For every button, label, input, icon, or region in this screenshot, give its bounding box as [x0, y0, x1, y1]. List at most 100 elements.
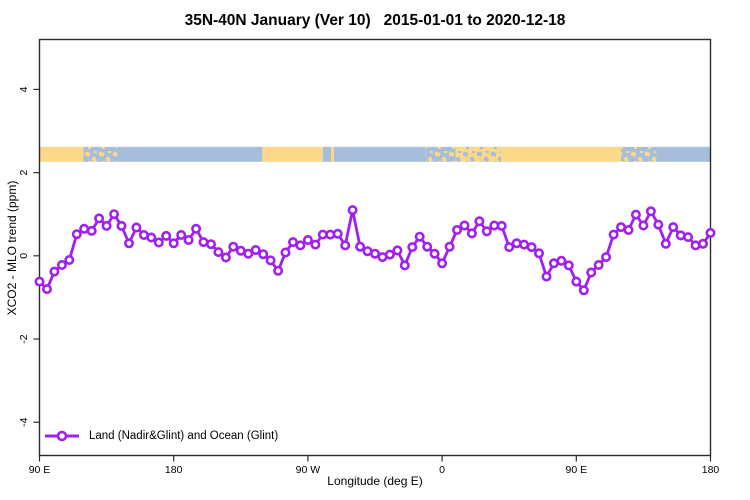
- surface-band-segment: [656, 146, 711, 162]
- chart-title: 35N-40N January (Ver 10) 2015-01-01 to 2…: [184, 12, 566, 29]
- x-tick-label: 90 E: [565, 464, 587, 476]
- data-point: [623, 225, 634, 236]
- data-point: [124, 238, 135, 249]
- data-point: [437, 258, 448, 269]
- data-point: [250, 245, 261, 256]
- data-point: [340, 240, 351, 251]
- data-point: [571, 276, 582, 287]
- data-point: [683, 232, 694, 243]
- data-point: [94, 213, 105, 224]
- data-point: [429, 248, 440, 259]
- data-point: [407, 242, 418, 253]
- plot-frame: [38, 38, 712, 457]
- legend-circle-icon: [56, 430, 68, 442]
- data-point: [302, 235, 313, 246]
- data-point: [49, 266, 60, 277]
- x-tick-label: 180: [702, 464, 720, 476]
- data-point: [310, 239, 321, 250]
- data-point: [586, 267, 597, 278]
- data-point: [56, 259, 67, 270]
- data-point: [466, 228, 477, 239]
- x-tick-label: 90 E: [29, 464, 51, 476]
- data-point: [176, 230, 187, 241]
- data-point: [369, 248, 380, 259]
- data-point: [265, 255, 276, 266]
- x-tick-label: 90 W: [296, 464, 321, 476]
- data-point: [355, 241, 366, 252]
- data-point: [332, 228, 343, 239]
- data-point: [556, 255, 567, 266]
- surface-band-segment: [425, 146, 456, 162]
- data-point: [481, 226, 492, 237]
- data-point: [541, 271, 552, 282]
- data-point: [638, 220, 649, 231]
- data-point: [422, 241, 433, 252]
- x-tick-label: 180: [165, 464, 183, 476]
- data-point: [392, 245, 403, 256]
- data-point: [243, 248, 254, 259]
- surface-band-segment: [39, 146, 84, 162]
- y-tick-label: 0: [18, 253, 30, 259]
- data-point: [414, 231, 425, 242]
- legend-marker-icon: [45, 430, 79, 442]
- data-point: [280, 247, 291, 258]
- data-point: [191, 223, 202, 234]
- data-point: [116, 220, 127, 231]
- y-tick-label: 2: [18, 170, 30, 176]
- data-point: [697, 238, 708, 249]
- data-point: [64, 254, 75, 265]
- data-point: [593, 259, 604, 270]
- data-point: [533, 248, 544, 259]
- data-point: [258, 249, 269, 260]
- data-point: [213, 247, 224, 258]
- data-point: [86, 225, 97, 236]
- y-axis-label: XCO2 - MLO trend (ppm): [5, 180, 19, 316]
- data-point: [399, 260, 410, 271]
- data-point: [563, 260, 574, 271]
- surface-band-segment: [262, 146, 323, 162]
- surface-band-segment: [500, 146, 622, 162]
- data-point: [496, 220, 507, 231]
- data-point: [109, 209, 120, 220]
- data-point: [34, 276, 45, 287]
- y-tick-label: -2: [18, 334, 30, 343]
- data-point: [504, 242, 515, 253]
- data-point: [630, 209, 641, 220]
- data-point: [161, 230, 172, 241]
- data-point: [206, 239, 217, 250]
- data-point: [71, 229, 82, 240]
- surface-band-segment: [331, 146, 334, 162]
- data-point: [384, 249, 395, 260]
- legend: Land (Nadir&Glint) and Ocean (Glint): [44, 429, 278, 443]
- data-point: [295, 240, 306, 251]
- legend-label: Land (Nadir&Glint) and Ocean (Glint): [89, 430, 279, 442]
- data-point: [41, 284, 52, 295]
- data-point: [668, 222, 679, 233]
- data-point: [444, 241, 455, 252]
- data-point: [183, 235, 194, 246]
- data-point: [146, 232, 157, 243]
- data-point: [220, 252, 231, 263]
- data-point: [660, 238, 671, 249]
- data-point: [131, 222, 142, 233]
- data-point: [101, 220, 112, 231]
- data-point: [474, 216, 485, 227]
- data-point: [653, 219, 664, 230]
- surface-band-segment: [83, 146, 118, 162]
- data-point: [153, 237, 164, 248]
- data-point: [459, 220, 470, 231]
- y-tick-label: -4: [18, 417, 30, 426]
- data-point: [705, 227, 716, 238]
- surface-band-segment: [455, 146, 501, 162]
- surface-band-segment: [621, 146, 657, 162]
- data-point: [347, 205, 358, 216]
- surface-band-segment: [322, 146, 426, 162]
- data-point: [601, 252, 612, 263]
- y-tick-label: 4: [18, 86, 30, 92]
- data-point: [451, 225, 462, 236]
- data-point: [228, 241, 239, 252]
- data-point: [168, 238, 179, 249]
- x-tick-label: 0: [439, 464, 445, 476]
